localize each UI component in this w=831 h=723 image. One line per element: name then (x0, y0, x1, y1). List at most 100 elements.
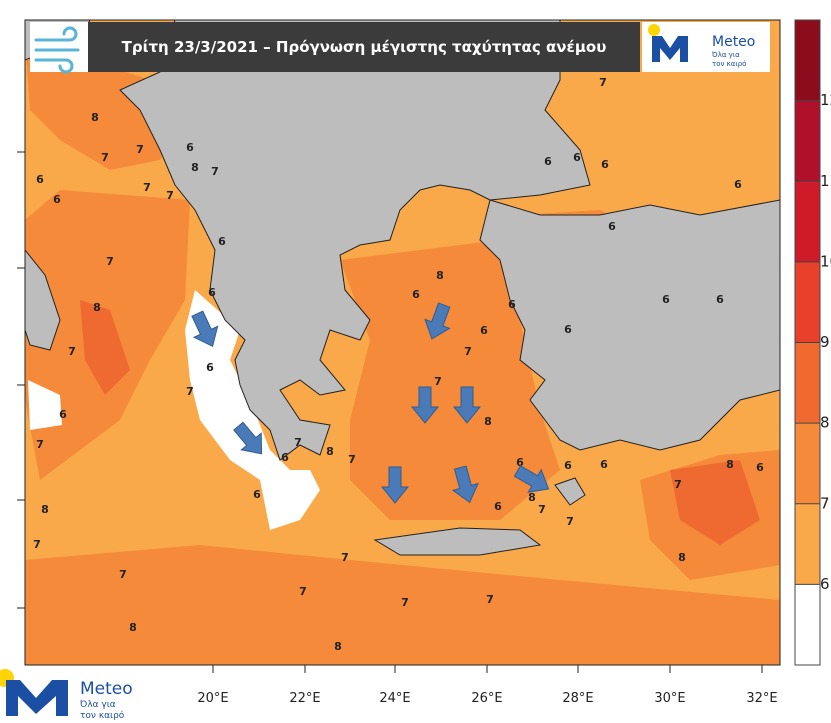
land (25, 249, 61, 351)
zone-6 (28, 380, 62, 430)
x-tick-label: 24°E (379, 691, 410, 706)
contour-label: 6 (662, 293, 670, 306)
contour-label: 7 (486, 593, 494, 606)
contour-label: 6 (36, 173, 44, 186)
legend-label: 11 (820, 172, 831, 190)
logo-tagline: Όλα για (79, 699, 116, 710)
contour-label: 6 (208, 286, 216, 299)
axis-ticks: 20°E 22°E 24°E 26°E 28°E 30°E 32°E (17, 151, 778, 706)
legend-label: 7 (820, 494, 830, 512)
contour-label: 8 (129, 621, 137, 634)
land (373, 527, 542, 556)
x-tick-label: 28°E (562, 691, 593, 706)
contour-label: 6 (564, 459, 572, 472)
contour-label: 7 (101, 151, 109, 164)
logo-sun (648, 24, 660, 36)
legend-label: 12 (820, 91, 831, 109)
contour-label: 6 (564, 323, 572, 336)
contour-label: 6 (716, 293, 724, 306)
contour-label: 6 (186, 141, 194, 154)
legend-swatch (795, 100, 820, 182)
wind-arrow (410, 386, 440, 424)
map-frame (24, 19, 781, 666)
legend-swatch (795, 423, 820, 504)
wind-arrow (380, 466, 410, 504)
contour-label: 7 (166, 189, 174, 202)
contour-label: 7 (599, 76, 607, 89)
contour-label: 7 (464, 345, 472, 358)
wind-arrow (191, 310, 219, 348)
contour-label: 6 (494, 500, 502, 513)
zone-9 (670, 460, 760, 545)
x-tick-label: 32°E (746, 691, 777, 706)
title-banner (88, 22, 640, 72)
contour-label: 6 (573, 151, 581, 164)
contour-label: 6 (516, 456, 524, 469)
contour-label: 8 (41, 503, 49, 516)
contour-label: 7 (434, 375, 442, 388)
land (479, 199, 780, 451)
contour-label: 8 (326, 445, 334, 458)
contour-label: 7 (566, 515, 574, 528)
color-legend: 12 11 10 9 8 7 6 (794, 19, 831, 666)
contour-label: 6 (756, 461, 764, 474)
contour-label: 8 (334, 640, 342, 653)
contour-label: 7 (401, 596, 409, 609)
contour-label: 8 (528, 491, 536, 504)
contour-label: 6 (544, 155, 552, 168)
x-tick-label: 30°E (654, 691, 685, 706)
legend-swatch (795, 261, 820, 343)
contour-label: 6 (608, 220, 616, 233)
contour-label: 6 (206, 361, 214, 374)
contour-label: 7 (136, 143, 144, 156)
contour-label: 8 (93, 301, 101, 314)
contour-label: 6 (218, 235, 226, 248)
legend-swatch (795, 181, 820, 262)
legend-label: 8 (820, 414, 830, 432)
zone-8 (340, 240, 560, 520)
logo-mark (6, 680, 68, 716)
contour-label: 7 (106, 255, 114, 268)
wind-icon (34, 26, 80, 74)
contour-label: 8 (678, 551, 686, 564)
contour-label: 6 (59, 408, 67, 421)
contour-label: 6 (508, 298, 516, 311)
contour-label: 8 (726, 458, 734, 471)
wind-arrow (233, 421, 263, 455)
wind-arrow (513, 465, 550, 493)
contour-label: 7 (348, 453, 356, 466)
logo-name: Meteo (712, 34, 755, 50)
legend-label: 9 (820, 333, 830, 351)
wind-arrows (191, 302, 550, 504)
legend-swatch (795, 20, 820, 101)
contour-label: 6 (601, 158, 609, 171)
contour-label: 7 (186, 385, 194, 398)
zone-8 (25, 545, 780, 665)
contour-label: 7 (299, 585, 307, 598)
logo-tagline: Όλα για (711, 51, 740, 59)
contour-label: 8 (91, 111, 99, 124)
contour-label: 7 (294, 436, 302, 449)
contour-label: 7 (538, 503, 546, 516)
wind-arrow (451, 465, 479, 504)
contour-label: 8 (484, 415, 492, 428)
contour-label: 6 (734, 178, 742, 191)
contour-label: 7 (143, 181, 151, 194)
contour-label: 6 (53, 193, 61, 206)
contour-label: 7 (211, 165, 219, 178)
contour-label: 7 (119, 568, 127, 581)
land (554, 477, 586, 506)
title: Τρίτη 23/3/2021 – Πρόγνωση μέγιστης ταχύ… (122, 38, 607, 56)
x-tick-label: 26°E (471, 691, 502, 706)
contour-label: 7 (674, 478, 682, 491)
land (119, 20, 591, 461)
wind-icon-box (30, 22, 88, 72)
wind-arrow (452, 386, 482, 424)
contour-label: 6 (480, 324, 488, 337)
logo-name: Meteo (80, 679, 133, 699)
logo-mark (652, 36, 688, 62)
